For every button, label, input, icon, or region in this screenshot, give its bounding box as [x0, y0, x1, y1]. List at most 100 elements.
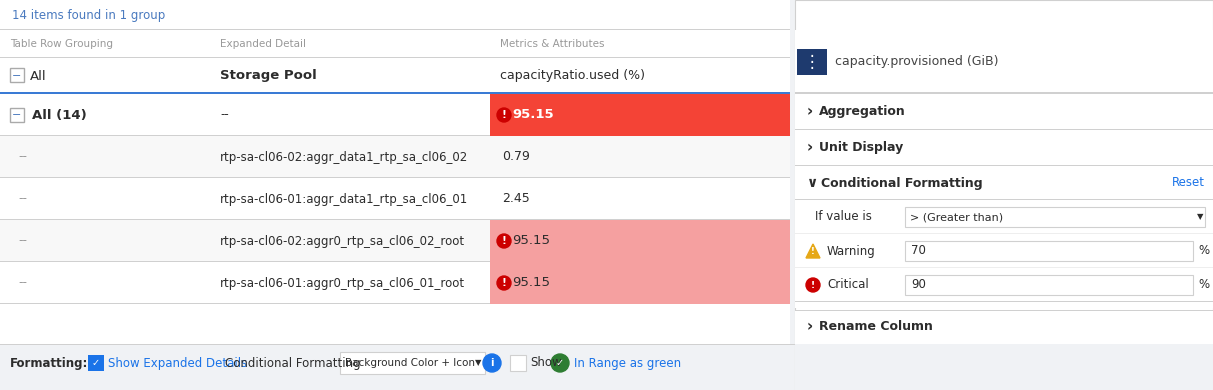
- Text: ›: ›: [807, 140, 813, 156]
- Bar: [0, 0, 790, 344]
- Bar: [795, 302, 1213, 308]
- Text: ›: ›: [807, 319, 813, 335]
- Bar: [905, 275, 1194, 295]
- Circle shape: [805, 278, 820, 292]
- Text: Show: Show: [530, 356, 562, 369]
- Text: ∨: ∨: [807, 176, 819, 190]
- Bar: [795, 234, 1213, 268]
- Bar: [795, 310, 1213, 344]
- Circle shape: [497, 234, 511, 248]
- Text: Show Expanded Details: Show Expanded Details: [108, 356, 247, 369]
- Bar: [795, 233, 1213, 234]
- Text: --: --: [18, 193, 27, 206]
- Text: 95.15: 95.15: [512, 234, 549, 248]
- Text: Table Row Grouping: Table Row Grouping: [10, 39, 113, 49]
- Text: Unit Display: Unit Display: [819, 142, 904, 154]
- Text: rtp-sa-cl06-01:aggr_data1_rtp_sa_cl06_01: rtp-sa-cl06-01:aggr_data1_rtp_sa_cl06_01: [220, 193, 468, 206]
- Text: All (14): All (14): [32, 108, 87, 122]
- Bar: [795, 344, 1213, 390]
- Bar: [0, 30, 790, 58]
- Bar: [0, 29, 790, 30]
- Circle shape: [551, 354, 569, 372]
- Bar: [795, 199, 1213, 200]
- Bar: [0, 303, 790, 304]
- Bar: [795, 267, 1213, 268]
- Bar: [0, 135, 790, 136]
- Text: capacity.provisioned (GiB): capacity.provisioned (GiB): [835, 55, 998, 69]
- Text: %: %: [1198, 245, 1209, 257]
- Text: ⋮: ⋮: [804, 53, 820, 71]
- Text: --: --: [18, 277, 27, 289]
- Text: Storage Pool: Storage Pool: [220, 69, 317, 83]
- Text: ▼: ▼: [475, 358, 482, 367]
- Bar: [795, 301, 1213, 302]
- Bar: [795, 92, 1213, 94]
- Circle shape: [483, 354, 501, 372]
- Text: 14 items found in 1 group: 14 items found in 1 group: [12, 9, 165, 21]
- Text: ✓: ✓: [92, 358, 99, 368]
- Text: !: !: [501, 236, 507, 246]
- Text: !: !: [501, 110, 507, 120]
- Text: capacityRatio.used (%): capacityRatio.used (%): [500, 69, 645, 83]
- Text: !: !: [501, 278, 507, 288]
- Text: Expanded Detail: Expanded Detail: [220, 39, 306, 49]
- Bar: [0, 92, 790, 94]
- Text: i: i: [490, 358, 494, 368]
- Bar: [0, 261, 790, 262]
- Bar: [0, 344, 1213, 345]
- Bar: [795, 310, 1213, 311]
- Bar: [0, 219, 790, 220]
- Polygon shape: [805, 244, 820, 258]
- Bar: [795, 94, 1213, 130]
- Bar: [0, 344, 1213, 390]
- Bar: [795, 165, 1213, 166]
- Bar: [795, 129, 1213, 130]
- Bar: [490, 262, 790, 304]
- Bar: [340, 352, 485, 374]
- Bar: [0, 178, 790, 220]
- Circle shape: [497, 276, 511, 290]
- Text: ›: ›: [807, 105, 813, 119]
- Text: rtp-sa-cl06-02:aggr0_rtp_sa_cl06_02_root: rtp-sa-cl06-02:aggr0_rtp_sa_cl06_02_root: [220, 234, 465, 248]
- Text: Conditional Formatting: Conditional Formatting: [224, 356, 360, 369]
- Circle shape: [497, 108, 511, 122]
- Text: Formatting:: Formatting:: [10, 356, 89, 369]
- Bar: [10, 108, 24, 122]
- Text: !: !: [811, 246, 815, 255]
- Text: 70: 70: [911, 245, 926, 257]
- Text: !: !: [811, 280, 815, 289]
- Bar: [0, 136, 790, 178]
- Text: Rename Column: Rename Column: [819, 321, 933, 333]
- Bar: [905, 241, 1194, 261]
- Text: 2.45: 2.45: [502, 193, 530, 206]
- Bar: [0, 0, 790, 30]
- Text: −: −: [12, 110, 22, 120]
- Bar: [0, 220, 790, 262]
- Text: rtp-sa-cl06-02:aggr_data1_rtp_sa_cl06_02: rtp-sa-cl06-02:aggr_data1_rtp_sa_cl06_02: [220, 151, 468, 163]
- Bar: [795, 0, 1213, 390]
- Text: Warning: Warning: [827, 245, 876, 257]
- Text: --: --: [220, 108, 229, 122]
- Bar: [905, 207, 1205, 227]
- Text: If value is: If value is: [815, 211, 872, 223]
- Text: Reset: Reset: [1172, 177, 1205, 190]
- Text: 95.15: 95.15: [512, 108, 553, 122]
- Bar: [795, 30, 1213, 94]
- Bar: [0, 57, 790, 58]
- Bar: [509, 355, 526, 371]
- Bar: [795, 130, 1213, 166]
- Text: --: --: [18, 234, 27, 248]
- Bar: [797, 49, 827, 75]
- Text: --: --: [18, 151, 27, 163]
- Text: 95.15: 95.15: [512, 277, 549, 289]
- Bar: [795, 200, 1213, 234]
- Text: Aggregation: Aggregation: [819, 106, 906, 119]
- Text: ✓: ✓: [556, 358, 564, 368]
- Bar: [0, 262, 790, 304]
- Text: −: −: [12, 71, 22, 81]
- Text: Background Color + Icon: Background Color + Icon: [344, 358, 475, 368]
- Text: > (Greater than): > (Greater than): [910, 212, 1003, 222]
- Bar: [795, 268, 1213, 302]
- Bar: [0, 177, 790, 178]
- Bar: [795, 166, 1213, 200]
